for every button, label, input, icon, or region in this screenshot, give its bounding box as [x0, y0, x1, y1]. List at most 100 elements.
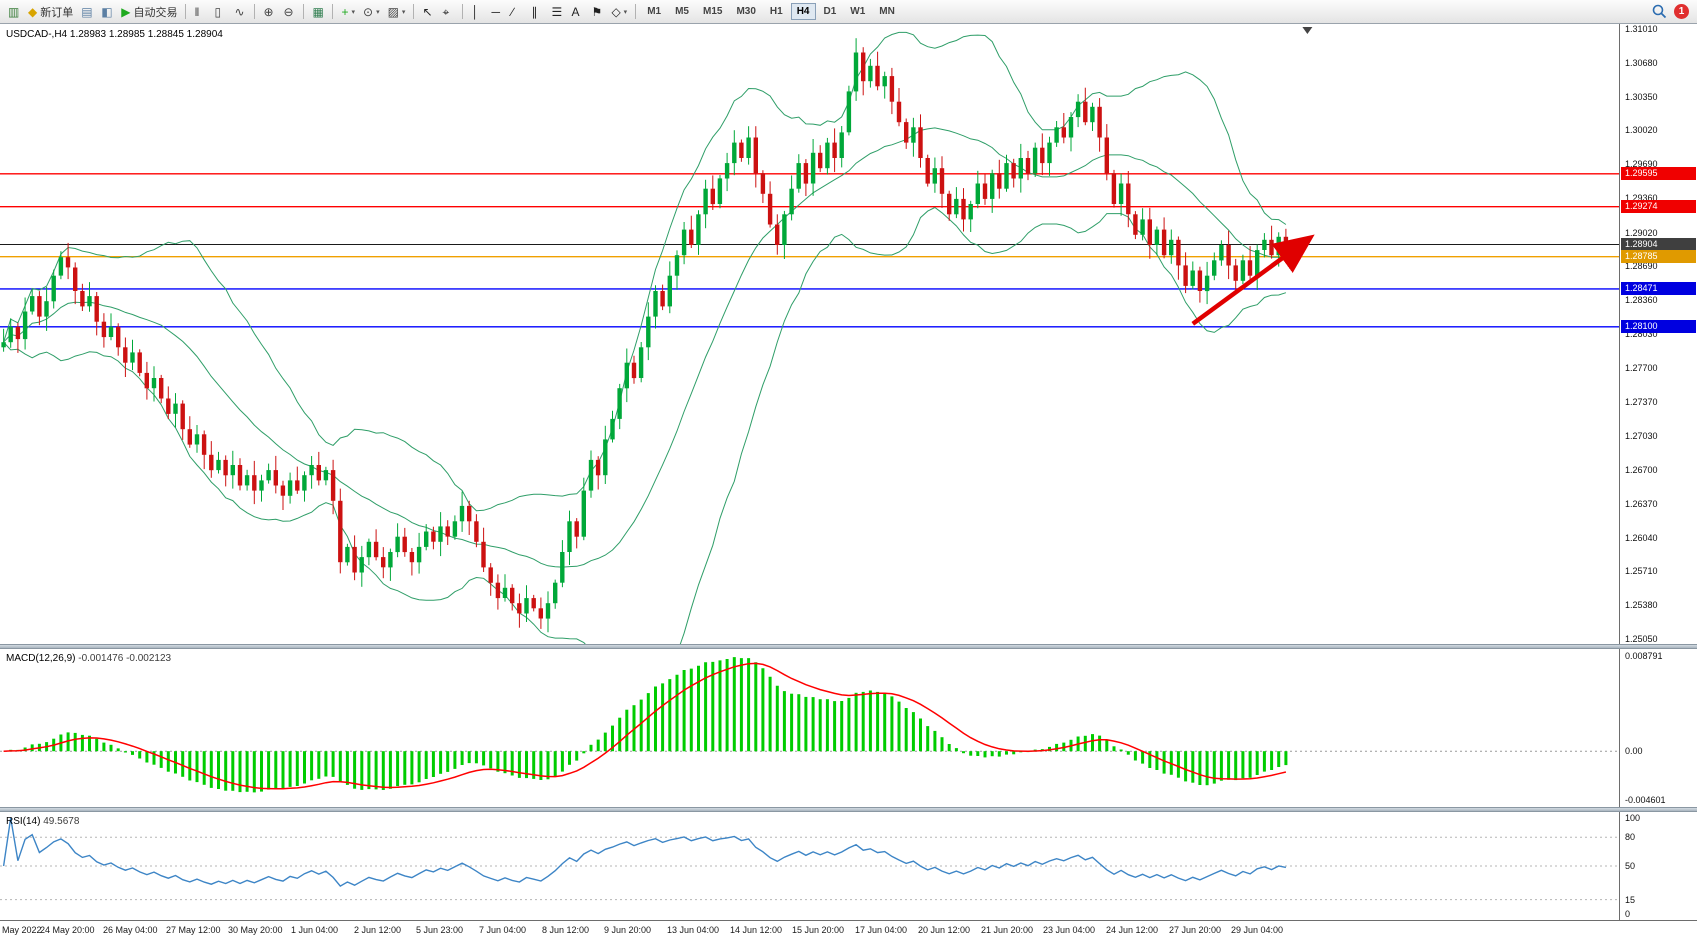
- tile-windows-button[interactable]: ▦: [308, 2, 328, 22]
- price-tick-label: 1.25050: [1625, 634, 1658, 644]
- macd-splitter[interactable]: [0, 644, 1697, 649]
- timeframe-m30-button[interactable]: M30: [736, 6, 756, 17]
- time-axis[interactable]: May 2022 24 May 20:00 26 May 04:00 27 May 1…: [0, 920, 1697, 940]
- rsi-tick-label: 80: [1625, 832, 1636, 842]
- macd-canvas[interactable]: [0, 649, 1619, 807]
- auto-trading-icon: ▶: [121, 4, 131, 19]
- time-axis-label: 5 Jun 23:00: [416, 925, 464, 935]
- macd-tick-label: -0.004601: [1625, 795, 1666, 805]
- price-chart-panel: 1.31010 1.30680 1.30350 1.30020 1.29690 1.293…: [0, 24, 1697, 644]
- macd-tick-label: 0.008791: [1625, 651, 1663, 661]
- rsi-tick-label: 0: [1625, 909, 1631, 919]
- price-tick-label: 1.27030: [1625, 431, 1658, 441]
- new-chart-icon: ▥: [8, 4, 20, 19]
- new-order-label: 新订单: [40, 6, 74, 19]
- time-axis-label: 20 Jun 12:00: [918, 925, 971, 935]
- templates-button[interactable]: ▨ ▾: [384, 2, 410, 22]
- toolbar-separator: [635, 4, 637, 19]
- timeframe-m1-button[interactable]: M1: [647, 6, 662, 17]
- zoom-in-button[interactable]: ⊕: [259, 2, 279, 22]
- zoom-out-button[interactable]: ⊖: [279, 2, 299, 22]
- price-chart-canvas[interactable]: [0, 24, 1619, 644]
- candlestick-mode-icon: ▯: [214, 4, 222, 19]
- bollinger-upper-band: [3, 31, 1287, 512]
- rsi-name: RSI(14): [6, 816, 41, 827]
- rsi-tick-label: 15: [1625, 895, 1636, 905]
- price-tick-label: 1.26700: [1625, 465, 1658, 475]
- price-axis[interactable]: 1.31010 1.30680 1.30350 1.30020 1.29690 1.293…: [1619, 24, 1697, 644]
- time-axis-label: 24 May 20:00: [40, 925, 95, 935]
- time-axis-label: 1 Jun 04:00: [291, 925, 339, 935]
- channel-tool-button[interactable]: ∥: [527, 2, 547, 22]
- auto-trading-button[interactable]: ▶ 自动交易: [117, 2, 181, 22]
- timeframe-d1-button[interactable]: D1: [823, 6, 837, 17]
- line-chart-mode-icon: ∿: [234, 4, 245, 19]
- time-axis-label: 27 May 12:00: [166, 925, 221, 935]
- time-axis-label: 9 Jun 20:00: [604, 925, 652, 935]
- search-icon[interactable]: [1652, 4, 1667, 19]
- indicators-dropdown-arrow[interactable]: ▾: [351, 8, 355, 16]
- macd-name: MACD(12,26,9): [6, 653, 76, 664]
- indicators-button[interactable]: + ▾: [337, 2, 359, 22]
- new-chart-button[interactable]: ▥: [4, 2, 24, 22]
- price-tick-label: 1.28690: [1625, 261, 1658, 271]
- time-axis-label: 27 Jun 20:00: [1169, 925, 1222, 935]
- macd-signal-value: -0.002123: [126, 653, 172, 664]
- timeframe-mn-button[interactable]: MN: [879, 6, 895, 17]
- timeframe-m5-button[interactable]: M5: [675, 6, 689, 17]
- price-tick-label: 1.27370: [1625, 397, 1658, 407]
- market-watch-button[interactable]: ▤: [77, 2, 97, 22]
- chart-shift-marker[interactable]: [1302, 27, 1313, 34]
- timeframe-h1-button[interactable]: H1: [769, 6, 783, 17]
- cursor-button[interactable]: ↖: [418, 2, 438, 22]
- fibonacci-tool-button[interactable]: ☰: [547, 2, 567, 22]
- text-tool-icon: A: [571, 4, 580, 19]
- new-order-icon: ◆: [28, 4, 38, 19]
- rsi-tick-label: 50: [1625, 861, 1636, 871]
- price-tick-label: 1.30680: [1625, 58, 1658, 68]
- timeframe-w1-button[interactable]: W1: [850, 6, 866, 17]
- trendline-tool-button[interactable]: ∕: [507, 2, 527, 22]
- templates-dropdown-arrow[interactable]: ▾: [401, 8, 406, 16]
- templates-icon: ▨: [387, 4, 399, 19]
- indicators-icon: +: [341, 4, 349, 19]
- arrows-tool-button[interactable]: ⚑: [587, 2, 607, 22]
- shapes-tool-button[interactable]: ◇ ▾: [607, 2, 631, 22]
- navigator-button[interactable]: ◧: [97, 2, 117, 22]
- crosshair-button[interactable]: ⌖: [438, 2, 458, 22]
- price-tick-label: 1.26040: [1625, 533, 1658, 543]
- arrows-tool-icon: ⚑: [591, 4, 603, 19]
- vertical-line-tool-button[interactable]: │: [467, 2, 487, 22]
- periods-button[interactable]: ⊙ ▾: [359, 2, 384, 22]
- shapes-tool-icon: ◇: [611, 4, 621, 19]
- candlestick-mode-button[interactable]: ▯: [210, 2, 230, 22]
- cursor-icon: ↖: [422, 4, 433, 19]
- macd-tick-label: 0.00: [1625, 746, 1643, 756]
- rsi-canvas[interactable]: [0, 812, 1619, 920]
- horizontal-line-tool-button[interactable]: ─: [487, 2, 507, 22]
- text-tool-button[interactable]: A: [567, 2, 587, 22]
- time-axis-label: 24 Jun 12:00: [1106, 925, 1159, 935]
- timeframe-h4-button[interactable]: H4: [790, 3, 816, 20]
- price-tick-label: 1.25710: [1625, 566, 1658, 576]
- trend-arrow-annotation[interactable]: [1191, 234, 1315, 326]
- time-axis-label: 17 Jun 04:00: [855, 925, 908, 935]
- bar-chart-mode-button[interactable]: ‖: [190, 2, 210, 22]
- auto-trading-label: 自动交易: [133, 6, 178, 19]
- crosshair-icon: ⌖: [442, 4, 450, 19]
- resistance-line-2-badge: 1.29274: [1621, 200, 1696, 213]
- toolbar-separator: [332, 4, 334, 19]
- price-tick-label: 1.30020: [1625, 125, 1658, 135]
- shapes-tool-dropdown-arrow[interactable]: ▾: [623, 8, 628, 16]
- resistance-line-1-badge: 1.29595: [1621, 167, 1696, 180]
- macd-axis[interactable]: 0.008791 0.00 -0.004601: [1619, 649, 1697, 807]
- rsi-axis[interactable]: 100 80 50 15 0: [1619, 812, 1697, 920]
- new-order-button[interactable]: ◆ 新订单: [24, 2, 77, 22]
- line-chart-mode-button[interactable]: ∿: [230, 2, 250, 22]
- periods-dropdown-arrow[interactable]: ▾: [376, 8, 380, 16]
- price-tick-label: 1.29690: [1625, 159, 1658, 169]
- notification-badge[interactable]: 1: [1674, 4, 1689, 19]
- rsi-splitter[interactable]: [0, 807, 1697, 812]
- timeframe-m15-button[interactable]: M15: [703, 6, 723, 17]
- time-axis-label: 7 Jun 04:00: [479, 925, 527, 935]
